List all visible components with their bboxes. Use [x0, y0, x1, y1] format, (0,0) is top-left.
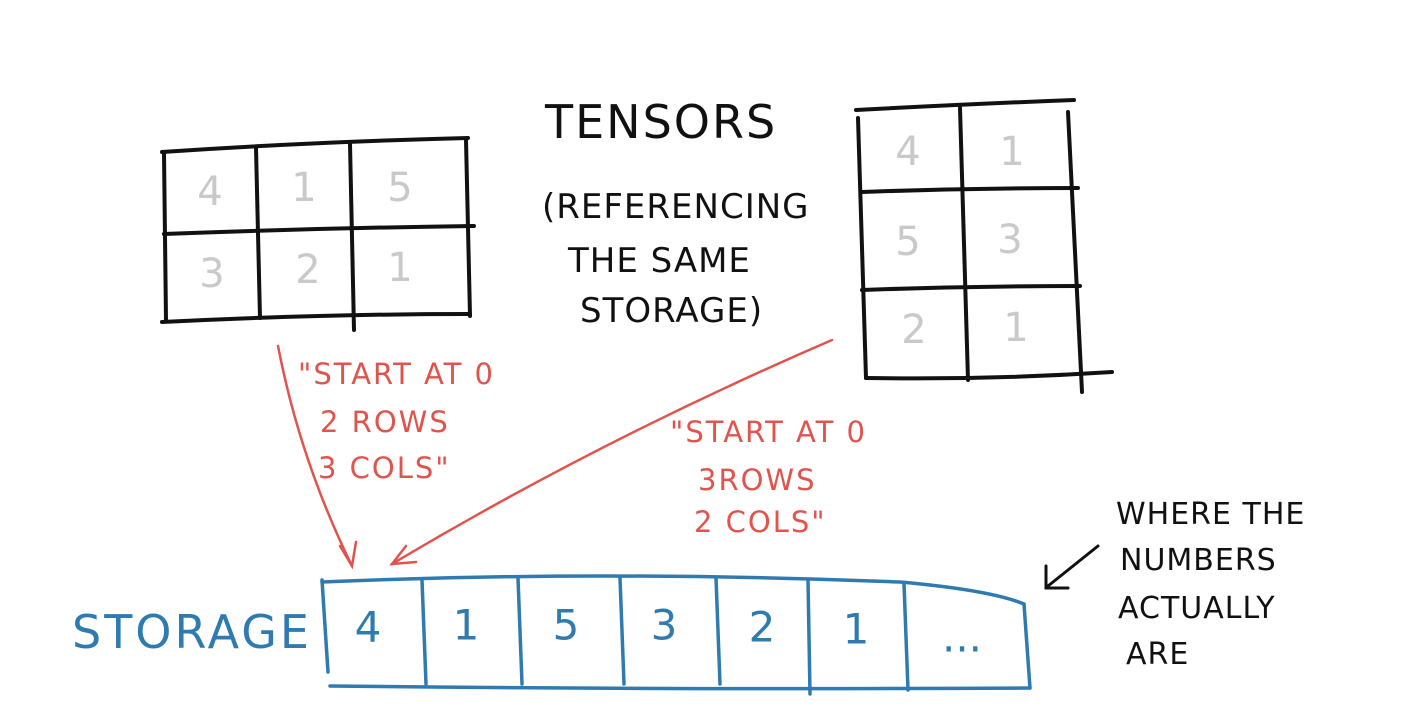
storage-note-line-2: NUMBERS [1120, 543, 1277, 578]
tensor-b-grid: 4 1 5 3 2 1 [854, 98, 1114, 394]
annotation-a: "START AT 0 2 ROWS 3 COLS" [298, 357, 495, 485]
storage-divider-5 [806, 578, 812, 696]
title-line-2: (REFERENCING [542, 187, 810, 227]
tensor-a-col-line-1 [254, 146, 262, 320]
storage-divider-6 [902, 582, 910, 692]
storage-cell-3: 3 [651, 601, 678, 650]
storage-divider-2 [516, 576, 524, 686]
tensor-b-row-line-2 [860, 284, 1082, 292]
tensor-b-cell-0: 4 [895, 129, 920, 175]
title-block: TENSORS (REFERENCING THE SAME STORAGE) [542, 95, 810, 331]
tensor-b-bottom-line [864, 370, 1114, 381]
storage-note-line-3: ACTUALLY [1118, 591, 1276, 626]
tensor-b-cell-5: 1 [1003, 305, 1028, 351]
tensor-b-col-line-0 [856, 116, 868, 380]
annotation-b-line-3: 2 COLS" [694, 505, 827, 539]
arrow-b-shaft [390, 338, 834, 566]
title-line-3: THE SAME [567, 241, 751, 281]
storage-note: WHERE THE NUMBERS ACTUALLY ARE [1116, 497, 1305, 672]
storage-top-line [320, 574, 1026, 606]
storage-divider-3 [618, 576, 626, 686]
title-line-1: TENSORS [544, 95, 777, 149]
annotation-a-line-1: "START AT 0 [298, 357, 495, 391]
tensor-b-col-line-2 [1066, 110, 1084, 394]
tensor-b-cell-3: 3 [997, 217, 1022, 263]
annotation-b: "START AT 0 3ROWS 2 COLS" [670, 415, 867, 539]
tensor-b-cell-1: 1 [999, 129, 1024, 175]
storage-cell-1: 1 [453, 601, 480, 650]
storage-cell-5: 1 [843, 605, 870, 654]
tensor-b-cell-2: 5 [895, 219, 920, 265]
storage-note-arrow-shaft [1046, 544, 1100, 588]
tensor-b-row-line-1 [860, 186, 1080, 194]
tensor-b-cell-4: 2 [901, 307, 926, 353]
storage-divider-7 [1022, 602, 1032, 690]
storage-cell-0: 4 [355, 603, 382, 652]
tensor-a-mid-line [162, 224, 476, 236]
storage-bottom-line [328, 684, 1032, 691]
tensor-a-cell-1: 1 [291, 165, 316, 211]
storage-note-arrow-head [1044, 564, 1070, 590]
tensor-a-cell-5: 1 [387, 245, 412, 291]
annotation-b-line-2: 3ROWS [698, 463, 817, 497]
arrow-b-head [389, 544, 418, 566]
tensor-a-col-line-0 [162, 152, 168, 322]
annotation-a-line-3: 3 COLS" [318, 451, 451, 485]
annotation-a-line-2: 2 ROWS [320, 405, 450, 439]
storage-note-arrow [1044, 544, 1100, 590]
arrow-b [389, 338, 834, 566]
tensor-a-cell-2: 5 [387, 165, 412, 211]
tensor-a-cell-4: 2 [295, 247, 320, 293]
arrow-a-head [338, 540, 358, 570]
storage-divider-4 [714, 576, 722, 686]
storage-cell-2: 5 [553, 601, 580, 650]
storage-divider-1 [420, 578, 428, 686]
tensor-a-col-line-2 [348, 142, 356, 332]
tensor-a-cell-3: 3 [199, 251, 224, 297]
storage-note-line-1: WHERE THE [1116, 497, 1305, 532]
storage-strip: 4 1 5 3 2 1 ... [320, 574, 1032, 696]
arrow-a-shaft [276, 344, 354, 568]
tensor-b-top-line [854, 98, 1076, 112]
storage-divider-0 [320, 578, 330, 674]
annotation-b-line-1: "START AT 0 [670, 415, 867, 449]
tensor-a-bottom-line [160, 312, 472, 324]
storage-label: STORAGE [72, 605, 312, 659]
arrow-a [276, 344, 358, 570]
tensor-a-top-line [160, 136, 470, 154]
storage-cell-4: 2 [749, 603, 776, 652]
storage-note-line-4: ARE [1126, 637, 1189, 672]
tensor-a-cell-0: 4 [197, 169, 222, 215]
tensor-a-grid: 4 1 5 3 2 1 [160, 136, 476, 332]
tensor-a-col-line-3 [464, 138, 472, 318]
tensor-b-col-line-1 [958, 106, 970, 382]
storage-cell-6: ... [942, 613, 982, 662]
title-line-4: STORAGE) [580, 291, 763, 331]
